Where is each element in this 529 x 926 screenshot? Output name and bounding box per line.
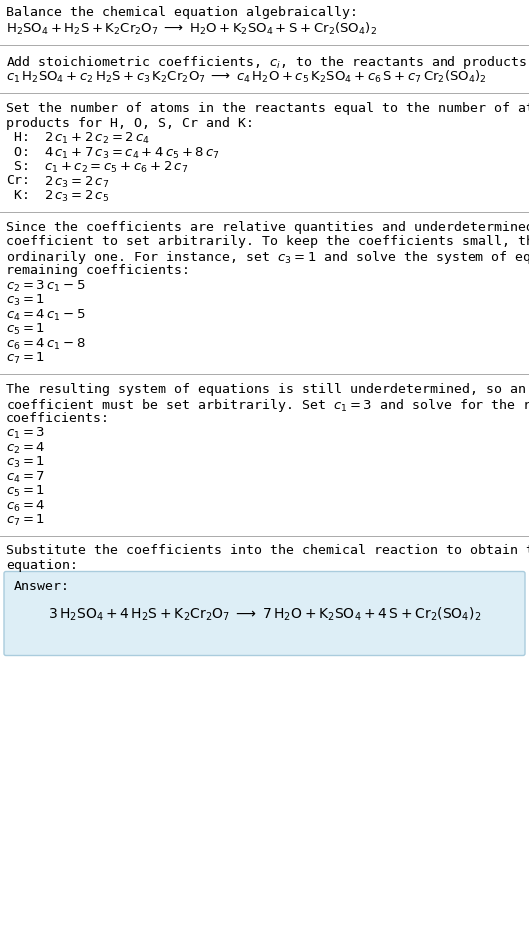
Text: $2\,c_1 + 2\,c_2 = 2\,c_4$: $2\,c_1 + 2\,c_2 = 2\,c_4$ [44, 131, 150, 146]
Text: coefficient must be set arbitrarily. Set $c_1 = 3$ and solve for the remaining: coefficient must be set arbitrarily. Set… [6, 397, 529, 414]
Text: Set the number of atoms in the reactants equal to the number of atoms in the: Set the number of atoms in the reactants… [6, 102, 529, 115]
Text: Balance the chemical equation algebraically:: Balance the chemical equation algebraica… [6, 6, 358, 19]
Text: $c_4 = 4\,c_1 - 5$: $c_4 = 4\,c_1 - 5$ [6, 307, 86, 322]
Text: Add stoichiometric coefficients, $c_i$, to the reactants and products:: Add stoichiometric coefficients, $c_i$, … [6, 54, 529, 71]
Text: $\mathrm{H_2SO_4 + H_2S + K_2Cr_2O_7 \;\longrightarrow\; H_2O + K_2SO_4 + S + Cr: $\mathrm{H_2SO_4 + H_2S + K_2Cr_2O_7 \;\… [6, 20, 377, 37]
Text: K:: K: [6, 189, 30, 202]
Text: $c_1\,\mathrm{H_2SO_4} + c_2\,\mathrm{H_2S} + c_3\,\mathrm{K_2Cr_2O_7} \;\longri: $c_1\,\mathrm{H_2SO_4} + c_2\,\mathrm{H_… [6, 69, 487, 84]
Text: Answer:: Answer: [14, 580, 70, 593]
Text: $3\,\mathrm{H_2SO_4} + 4\,\mathrm{H_2S} + \mathrm{K_2Cr_2O_7} \;\longrightarrow\: $3\,\mathrm{H_2SO_4} + 4\,\mathrm{H_2S} … [48, 606, 481, 623]
Text: H:: H: [6, 131, 30, 144]
Text: Cr:: Cr: [6, 174, 30, 187]
Text: The resulting system of equations is still underdetermined, so an additional: The resulting system of equations is sti… [6, 382, 529, 395]
Text: $c_6 = 4\,c_1 - 8$: $c_6 = 4\,c_1 - 8$ [6, 336, 86, 352]
FancyBboxPatch shape [4, 571, 525, 656]
Text: remaining coefficients:: remaining coefficients: [6, 264, 190, 277]
Text: coefficient to set arbitrarily. To keep the coefficients small, the arbitrary va: coefficient to set arbitrarily. To keep … [6, 235, 529, 248]
Text: S:: S: [6, 160, 30, 173]
Text: $c_3 = 1$: $c_3 = 1$ [6, 293, 45, 308]
Text: $c_7 = 1$: $c_7 = 1$ [6, 513, 45, 528]
Text: $c_7 = 1$: $c_7 = 1$ [6, 351, 45, 366]
Text: $c_3 = 1$: $c_3 = 1$ [6, 455, 45, 470]
Text: $c_2 = 3\,c_1 - 5$: $c_2 = 3\,c_1 - 5$ [6, 279, 86, 294]
Text: $c_4 = 7$: $c_4 = 7$ [6, 469, 45, 484]
Text: $2\,c_3 = 2\,c_5$: $2\,c_3 = 2\,c_5$ [44, 189, 110, 204]
Text: coefficients:: coefficients: [6, 411, 110, 424]
Text: $c_2 = 4$: $c_2 = 4$ [6, 441, 45, 456]
Text: $c_6 = 4$: $c_6 = 4$ [6, 498, 45, 514]
Text: $c_5 = 1$: $c_5 = 1$ [6, 322, 45, 337]
Text: $4\,c_1 + 7\,c_3 = c_4 + 4\,c_5 + 8\,c_7$: $4\,c_1 + 7\,c_3 = c_4 + 4\,c_5 + 8\,c_7… [44, 145, 220, 160]
Text: Since the coefficients are relative quantities and underdetermined, choose a: Since the coefficients are relative quan… [6, 220, 529, 233]
Text: $c_1 = 3$: $c_1 = 3$ [6, 426, 45, 441]
Text: $c_1 + c_2 = c_5 + c_6 + 2\,c_7$: $c_1 + c_2 = c_5 + c_6 + 2\,c_7$ [44, 160, 188, 175]
Text: Substitute the coefficients into the chemical reaction to obtain the balanced: Substitute the coefficients into the che… [6, 544, 529, 557]
Text: ordinarily one. For instance, set $c_3 = 1$ and solve the system of equations fo: ordinarily one. For instance, set $c_3 =… [6, 249, 529, 267]
Text: $2\,c_3 = 2\,c_7$: $2\,c_3 = 2\,c_7$ [44, 174, 110, 190]
Text: O:: O: [6, 145, 30, 158]
Text: $c_5 = 1$: $c_5 = 1$ [6, 484, 45, 499]
Text: products for H, O, S, Cr and K:: products for H, O, S, Cr and K: [6, 117, 254, 130]
Text: equation:: equation: [6, 559, 78, 572]
